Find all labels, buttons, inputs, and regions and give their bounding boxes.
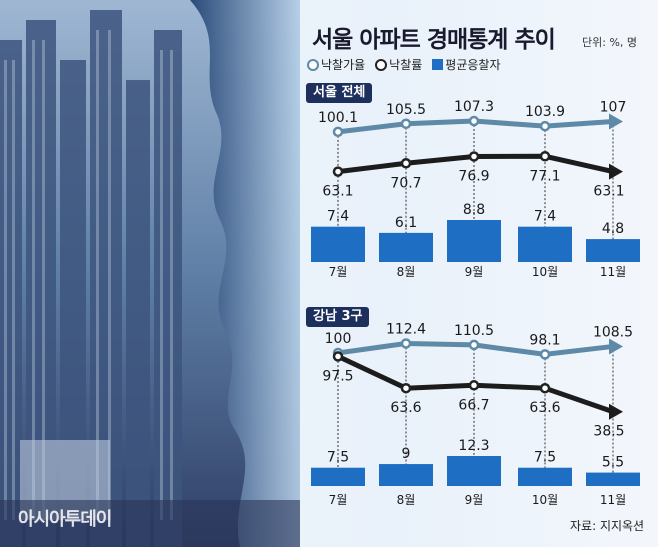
data-label-win-rate: 63.6 (529, 400, 560, 416)
point-win-rate (400, 382, 412, 394)
legend-win-rate-label: 낙찰률 (389, 58, 423, 72)
panel-label-gangnam: 강남 3구 (306, 307, 370, 327)
bar-bidders (311, 467, 365, 486)
x-tick-label: 11월 (600, 493, 626, 507)
x-tick-label: 10월 (532, 493, 558, 507)
bar-label: 7.5 (327, 450, 349, 466)
data-label-sale-rate: 100 (325, 331, 352, 347)
city-photo-illustration (0, 0, 300, 547)
data-label-sale-rate: 110.5 (454, 323, 494, 339)
x-tick-label: 7월 (329, 493, 348, 507)
data-label-sale-rate: 98.1 (529, 332, 560, 348)
x-tick-label: 11월 (600, 265, 626, 279)
data-label-win-rate: 70.7 (390, 175, 421, 191)
data-label-win-rate: 76.9 (458, 168, 489, 184)
x-tick-label: 10월 (532, 265, 558, 279)
bar-bidders (311, 226, 365, 262)
data-label-win-rate: 97.5 (322, 368, 353, 384)
legend-bidders-label: 평균응찰자 (445, 58, 501, 72)
x-tick-label: 9월 (465, 265, 484, 279)
data-label-win-rate: 63.6 (390, 400, 421, 416)
chart-title: 서울 아파트 경매통계 추이 (312, 27, 556, 53)
bar-label: 8.8 (463, 202, 485, 218)
data-label-sale-rate: 108.5 (593, 324, 633, 340)
point-sale-rate (468, 339, 480, 351)
data-label-win-rate: 63.1 (322, 184, 353, 200)
legend-win-rate-marker-icon (375, 58, 388, 71)
unit-label: 단위: %, 명 (582, 36, 638, 49)
legend-sale-rate: 낙찰가율 (307, 56, 365, 73)
bar-bidders (586, 239, 640, 262)
data-label-win-rate: 77.1 (529, 168, 560, 184)
point-sale-rate (468, 115, 480, 127)
point-win-rate (539, 151, 551, 162)
legend: 낙찰가율 낙찰률 평균응찰자 (307, 56, 501, 73)
point-win-rate (332, 166, 344, 177)
source-note: 자료: 지지옥션 (570, 519, 645, 533)
arrow-sale-rate (609, 338, 623, 355)
bar-label: 7.5 (534, 450, 556, 466)
x-tick-label: 9월 (465, 493, 484, 507)
bar-label: 6.1 (395, 215, 417, 231)
point-win-rate (400, 158, 412, 169)
point-win-rate (468, 380, 480, 391)
panel-label-seoul: 서울 전체 (306, 83, 373, 103)
point-win-rate (539, 382, 551, 394)
point-sale-rate (539, 120, 551, 132)
point-sale-rate (400, 118, 412, 129)
bar-bidders (379, 464, 433, 486)
data-label-sale-rate: 105.5 (386, 102, 426, 118)
arrow-win-rate (609, 403, 623, 420)
legend-bidders: 평균응찰자 (432, 56, 501, 73)
bar-label: 7.4 (327, 209, 349, 225)
x-tick-label: 7월 (329, 265, 348, 279)
point-sale-rate (400, 338, 412, 349)
bar-label: 5.5 (602, 455, 624, 471)
bar-bidders (447, 220, 501, 262)
arrow-sale-rate (609, 113, 623, 130)
legend-sale-rate-label: 낙찰가율 (321, 58, 366, 72)
bar-bidders (379, 232, 433, 262)
bar-label: 7.4 (534, 209, 556, 225)
data-label-sale-rate: 103.9 (525, 104, 565, 120)
bar-bidders (447, 456, 501, 486)
arrow-win-rate (609, 163, 623, 180)
data-label-win-rate: 66.7 (458, 397, 489, 413)
legend-bidders-marker-icon (432, 59, 444, 70)
bar-bidders (586, 472, 640, 486)
point-sale-rate (332, 126, 344, 138)
bar-bidders (518, 226, 572, 262)
point-win-rate (468, 151, 480, 162)
data-label-win-rate: 38.5 (593, 424, 624, 440)
data-label-sale-rate: 107 (600, 100, 627, 116)
data-label-sale-rate: 107.3 (454, 99, 494, 115)
legend-sale-rate-marker-icon (307, 58, 319, 71)
bar-bidders (518, 467, 572, 486)
x-tick-label: 8월 (397, 493, 416, 507)
legend-win-rate: 낙찰률 (375, 56, 422, 73)
data-label-sale-rate: 112.4 (386, 321, 426, 337)
bar-label: 12.3 (458, 438, 489, 454)
bar-label: 9 (402, 446, 411, 462)
x-tick-label: 8월 (397, 265, 416, 279)
data-label-win-rate: 63.1 (593, 184, 624, 200)
bar-label: 4.8 (602, 221, 624, 237)
point-win-rate (332, 351, 344, 362)
publisher-logo: 아시아투데이 (18, 509, 112, 530)
point-sale-rate (539, 349, 551, 360)
data-label-sale-rate: 100.1 (318, 110, 358, 126)
